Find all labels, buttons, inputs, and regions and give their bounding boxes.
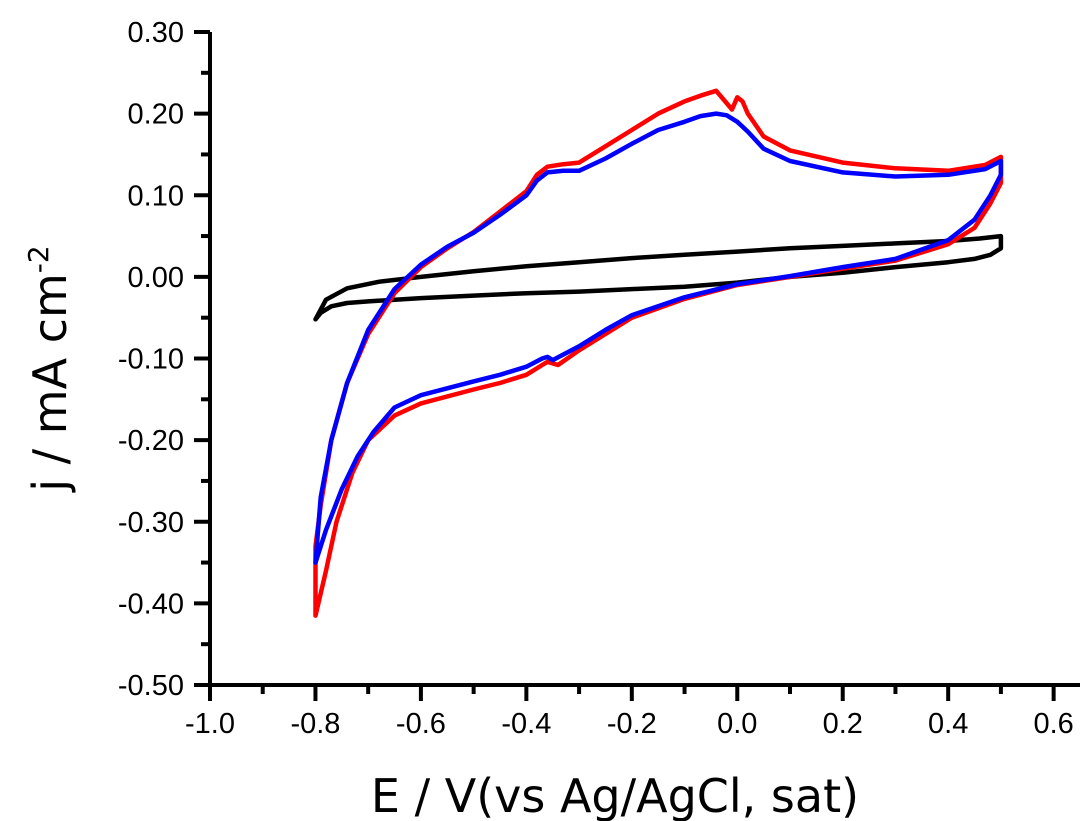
- series-layer: [313, 88, 1004, 618]
- y-axis-title-main: j / mA cm: [23, 273, 77, 493]
- x-tick-label: -1.0: [185, 708, 235, 740]
- y-axis-title-superscript: -2: [22, 245, 55, 273]
- y-tick-label: -0.20: [118, 425, 184, 457]
- ticks-layer: 0.30 0.20 0.10 0.00 -0.10 -0.20 -0.30 -0.40 -0.5…: [118, 17, 1074, 740]
- x-tick-label: 0.6: [1033, 708, 1073, 740]
- y-tick-label: 0.30: [128, 17, 184, 49]
- y-tick-label: 0.10: [128, 180, 184, 212]
- y-tick-label: 0.20: [128, 99, 184, 131]
- y-tick-label: -0.50: [118, 670, 184, 702]
- series-line-1: [313, 233, 1004, 322]
- y-tick-label: 0.00: [128, 262, 184, 294]
- x-tick-label: 0.0: [717, 708, 757, 740]
- y-tick-label: -0.10: [118, 344, 184, 376]
- x-axis-title: E / V(vs Ag/AgCl, sat): [371, 769, 859, 821]
- series-line-2: [313, 88, 1004, 618]
- x-tick-label: -0.2: [607, 708, 657, 740]
- axes-layer: [208, 32, 1080, 687]
- y-axis-title: j / mA cm-2: [22, 245, 77, 492]
- x-tick-label: 0.4: [928, 708, 968, 740]
- x-tick-label: 0.2: [823, 708, 863, 740]
- y-tick-label: -0.40: [118, 588, 184, 620]
- y-tick-label: -0.30: [118, 507, 184, 539]
- x-tick-label: -0.8: [290, 708, 340, 740]
- x-tick-label: -0.6: [396, 708, 446, 740]
- x-tick-label: -0.4: [501, 708, 551, 740]
- series-line-3: [313, 111, 1004, 565]
